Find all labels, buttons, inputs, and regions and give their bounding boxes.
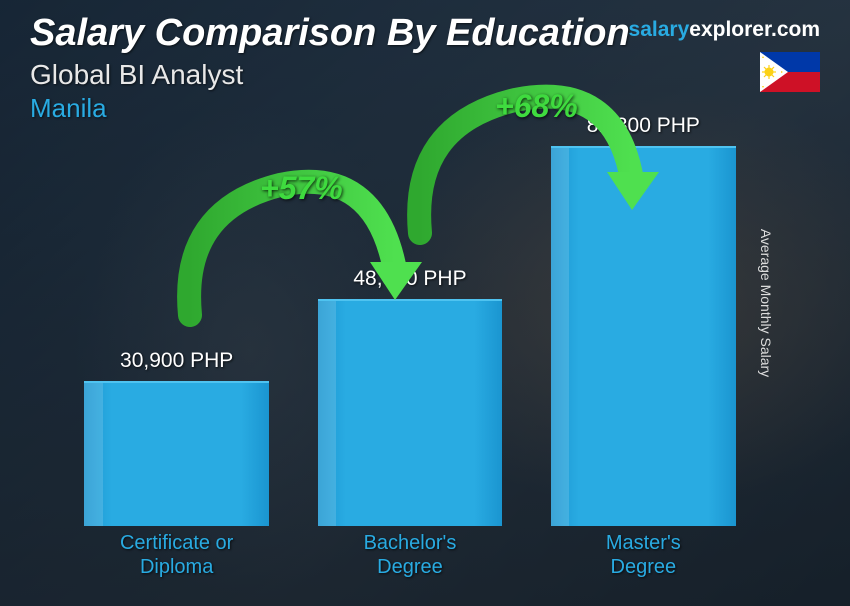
x-label-masters: Master's Degree — [538, 531, 748, 586]
y-axis-label: Average Monthly Salary — [758, 229, 774, 377]
brand-logo: salaryexplorer.com — [629, 18, 820, 42]
brand-part1: salary — [629, 18, 690, 41]
bar-certificate: 30,900 PHP — [72, 349, 282, 526]
pct-increase-1: +57% — [260, 170, 343, 207]
flag-icon — [760, 52, 820, 92]
x-labels: Certificate or Diploma Bachelor's Degree… — [60, 531, 760, 586]
bar-rect — [84, 381, 269, 526]
bar-value: 30,900 PHP — [120, 349, 233, 373]
bar-rect — [318, 299, 503, 526]
x-label-certificate: Certificate or Diploma — [72, 531, 282, 586]
x-label-bachelors: Bachelor's Degree — [305, 531, 515, 586]
brand-part2: explorer.com — [689, 18, 820, 41]
pct-increase-2: +68% — [495, 88, 578, 125]
